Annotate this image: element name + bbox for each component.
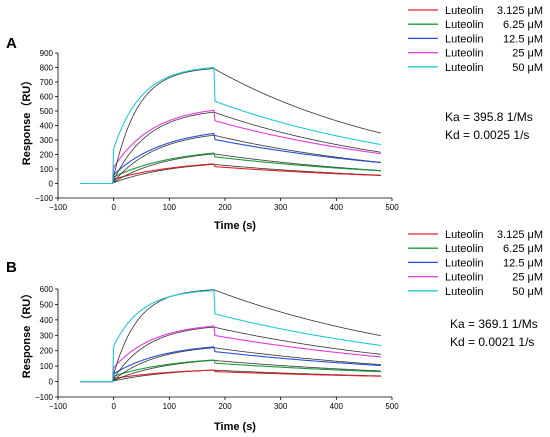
panel-a-kd-label: Kd = 0.0025 1/s (445, 128, 529, 142)
series-line-4 (80, 289, 381, 383)
series-line-1 (80, 152, 381, 185)
panel-a-curves (80, 66, 382, 185)
y-tick-label: 400 (40, 316, 54, 325)
legend-concentration: 50 μM (512, 286, 543, 298)
y-tick-label: 200 (40, 151, 54, 160)
panel-a-y-axis-label: Response（RU） (20, 75, 33, 165)
panel-b-kd-label: Kd = 0.0021 1/s (450, 335, 534, 349)
legend-concentration: 25 μM (512, 48, 543, 60)
legend-concentration: 3.125 μM (497, 5, 543, 17)
y-tick-label: 300 (40, 136, 54, 145)
x-tick-label: 100 (163, 203, 177, 212)
series-line-0 (80, 163, 381, 185)
y-tick-label: 0 (49, 378, 54, 387)
series-line-3 (80, 109, 381, 185)
x-tick-label: −100 (49, 203, 68, 212)
panel-a: A −100 0 100 200 300 400 500 600 700 800 900 −100 0 1… (6, 5, 543, 232)
legend-series-name: Luteolin (445, 5, 484, 17)
x-tick-label: 400 (330, 402, 344, 411)
legend-series-name: Luteolin (445, 286, 484, 298)
series-line-4 (80, 66, 381, 185)
fit-curve-2 (113, 347, 381, 381)
series-line-1 (80, 359, 381, 383)
panel-b-legend: Luteolin 3.125 μM Luteolin 6.25 μM Luteolin 1… (408, 229, 543, 298)
y-tick-label: 100 (40, 362, 54, 371)
y-tick-label: 0 (49, 180, 54, 189)
x-tick-label: 200 (218, 203, 232, 212)
x-tick-label: 300 (274, 203, 288, 212)
fit-curve-4 (113, 289, 381, 375)
legend-series-name: Luteolin (445, 33, 484, 45)
panel-a-letter: A (6, 35, 17, 52)
panel-b-curves (80, 289, 381, 383)
legend-concentration: 3.125 μM (497, 229, 543, 241)
panel-b-x-axis-label: Time (s) (214, 421, 256, 433)
y-tick-label: 700 (40, 78, 54, 87)
legend-series-name: Luteolin (445, 243, 484, 255)
y-tick-label: 800 (40, 64, 54, 73)
y-tick-label: 500 (40, 107, 54, 116)
fit-curve-2 (113, 134, 381, 183)
x-tick-label: 0 (111, 203, 116, 212)
fit-curve-3 (113, 111, 381, 181)
y-tick-label: 200 (40, 347, 54, 356)
fit-curve-1 (113, 359, 381, 381)
series-line-0 (80, 369, 381, 383)
y-tick-label: 600 (40, 285, 54, 294)
legend-series-name: Luteolin (445, 48, 484, 60)
y-tick-label: 500 (40, 300, 54, 309)
legend-series-name: Luteolin (445, 62, 484, 74)
y-tick-label: −100 (35, 393, 54, 402)
legend-concentration: 50 μM (512, 62, 543, 74)
series-line-3 (80, 325, 381, 383)
legend-concentration: 6.25 μM (503, 243, 543, 255)
panel-b-y-axis-label: Response（RU） (20, 288, 33, 378)
panel-a-legend: Luteolin 3.125 μM Luteolin 6.25 μM Luteolin 1… (408, 5, 543, 74)
x-tick-label: 500 (385, 402, 399, 411)
x-tick-label: 100 (163, 402, 177, 411)
legend-series-name: Luteolin (445, 19, 484, 31)
panel-b: B −100 0 100 200 300 400 500 600 −100 0 100 200 300 4… (6, 229, 543, 433)
x-tick-label: 500 (385, 203, 399, 212)
panel-b-letter: B (6, 259, 17, 276)
fit-curve-0 (113, 163, 381, 183)
x-tick-label: −100 (49, 402, 68, 411)
y-tick-label: 900 (40, 49, 54, 58)
series-line-2 (80, 132, 381, 185)
x-tick-label: 200 (218, 402, 232, 411)
y-tick-label: −100 (35, 194, 54, 203)
panel-b-ka-label: Ka = 369.1 1/Ms (450, 317, 538, 331)
y-tick-label: 600 (40, 93, 54, 102)
legend-series-name: Luteolin (445, 257, 484, 269)
legend-concentration: 12.5 μM (503, 257, 543, 269)
legend-concentration: 12.5 μM (503, 33, 543, 45)
legend-series-name: Luteolin (445, 272, 484, 284)
panel-a-x-axis-label: Time (s) (214, 220, 256, 232)
panel-a-ka-label: Ka = 395.8 1/Ms (445, 110, 533, 124)
x-tick-label: 0 (111, 402, 116, 411)
y-tick-label: 300 (40, 331, 54, 340)
x-tick-label: 400 (330, 203, 344, 212)
x-tick-label: 300 (274, 402, 288, 411)
legend-concentration: 25 μM (512, 272, 543, 284)
fit-curve-4 (113, 68, 382, 177)
panel-a-axes: −100 0 100 200 300 400 500 600 700 800 900 −100 0 100… (35, 49, 399, 212)
fit-curve-3 (113, 326, 381, 380)
y-tick-label: 400 (40, 122, 54, 131)
fit-curve-1 (113, 153, 381, 183)
y-tick-label: 100 (40, 165, 54, 174)
panel-b-axes: −100 0 100 200 300 400 500 600 −100 0 100 200 300 400… (35, 285, 399, 411)
fit-curve-0 (113, 369, 381, 382)
series-line-2 (80, 346, 381, 383)
legend-series-name: Luteolin (445, 229, 484, 241)
legend-concentration: 6.25 μM (503, 19, 543, 31)
